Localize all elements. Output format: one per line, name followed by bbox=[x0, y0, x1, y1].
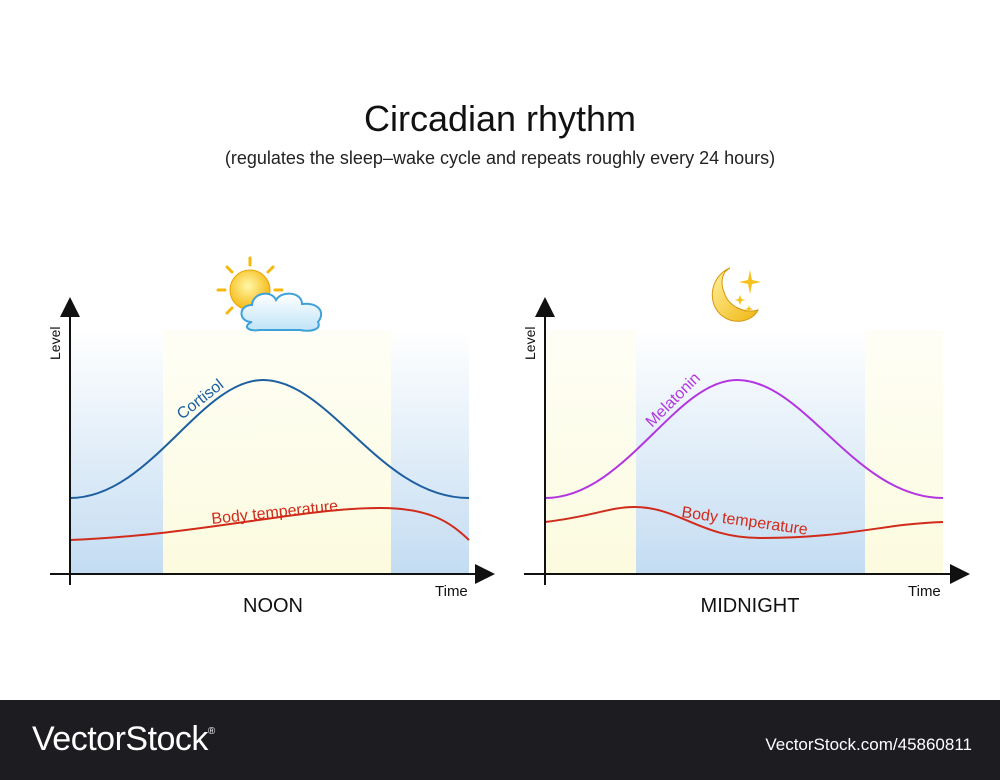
noon-caption: NOON bbox=[243, 595, 303, 617]
night-band bbox=[636, 330, 865, 574]
circadian-diagram: Cortisol Body temperature Level Time NOO… bbox=[47, 256, 970, 617]
midnight-caption: MIDNIGHT bbox=[701, 595, 800, 617]
cortisol-curve bbox=[69, 378, 470, 499]
night-band-right bbox=[391, 330, 469, 574]
body-temperature-curve bbox=[69, 506, 470, 541]
noon-panel: Cortisol Body temperature Level Time NOO… bbox=[47, 256, 495, 617]
diagram-subtitle: (regulates the sleep–wake cycle and repe… bbox=[224, 148, 776, 168]
y-axis-label-noon: Level bbox=[47, 327, 63, 360]
footer-bar: VectorStock® VectorStock.com/45860811 bbox=[0, 700, 1000, 780]
x-axis-label-noon: Time bbox=[435, 583, 468, 600]
day-band-right bbox=[865, 330, 943, 574]
brand-logo[interactable]: VectorStock® bbox=[32, 720, 215, 759]
melatonin-curve bbox=[544, 378, 944, 499]
moon-stars-icon bbox=[711, 267, 761, 322]
midnight-panel: Melatonin Body temperature Level Time MI… bbox=[522, 267, 970, 617]
sun-cloud-icon bbox=[216, 256, 323, 332]
x-axis-label-midnight: Time bbox=[908, 583, 941, 600]
day-band bbox=[163, 330, 391, 574]
brand-name: VectorStock bbox=[32, 720, 208, 758]
body-temperature-curve-midnight bbox=[544, 505, 944, 540]
brand-mark: ® bbox=[207, 726, 215, 737]
day-band-left bbox=[545, 330, 636, 574]
y-axis-label-midnight: Level bbox=[522, 327, 538, 360]
night-band-left bbox=[70, 330, 163, 574]
diagram-title: Circadian rhythm bbox=[363, 98, 637, 139]
stock-id[interactable]: VectorStock.com/45860811 bbox=[765, 735, 972, 754]
